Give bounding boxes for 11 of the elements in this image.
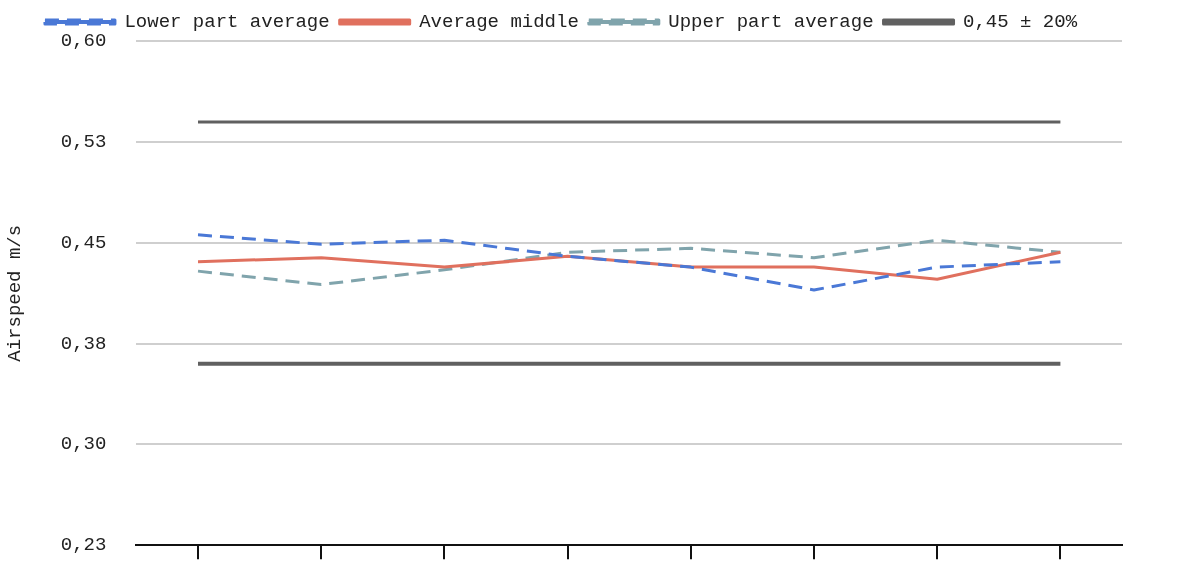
y-tick-label: 0,30	[60, 433, 107, 456]
y-tick-label: 0,45	[60, 231, 107, 254]
y-tick-label: 0,53	[60, 131, 107, 154]
legend-label: 0,45 ± 20%	[963, 10, 1078, 33]
y-tick-label: 0,38	[60, 332, 107, 355]
y-tick-label: 0,23	[60, 534, 107, 557]
legend-label: Upper part average	[668, 10, 874, 33]
y-tick-label: 0,60	[60, 30, 107, 53]
y-axis-title: Airspeed m/s	[4, 224, 27, 362]
legend-label: Average middle	[419, 10, 579, 33]
legend-label: Lower part average	[124, 10, 330, 33]
